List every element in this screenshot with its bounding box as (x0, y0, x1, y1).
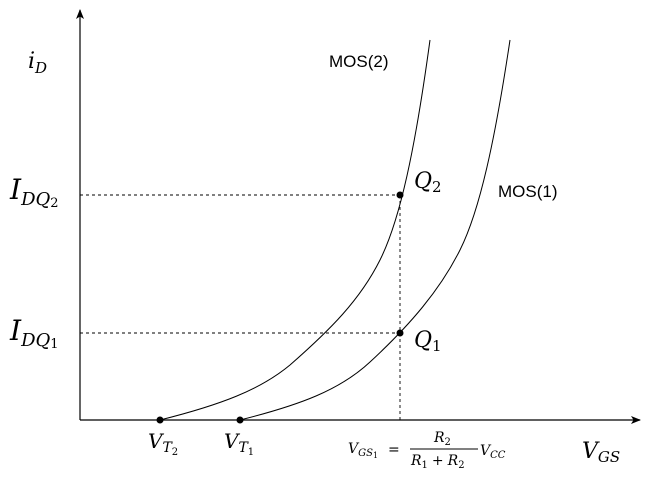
y-axis-label: iD (28, 49, 47, 77)
formula-lhs: VGS1 (348, 441, 378, 460)
mos2-label: MOS(2) (329, 52, 389, 71)
idq2-label: IDQ2 (9, 173, 59, 211)
formula-vcc: VCC (480, 443, 506, 461)
vt2-label: VT2 (148, 429, 178, 458)
mos2-curve (159, 39, 431, 421)
q1-label: Q1 (414, 328, 442, 355)
q1-point (396, 329, 404, 337)
x-axis-label: VGS (582, 439, 620, 466)
formula-equals: = (388, 442, 400, 458)
formula-numerator: R2 (433, 430, 451, 448)
q2-point (396, 191, 404, 199)
vgs1-formula: VGS1 = R2 R1 + R2 VCC (348, 430, 506, 471)
vt1-point (236, 416, 244, 424)
mos1-curve (239, 39, 511, 421)
q2-label: Q2 (414, 169, 442, 196)
mos1-label: MOS(1) (498, 182, 558, 201)
vt1-label: VT1 (224, 429, 254, 458)
formula-denominator: R1 + R2 (410, 453, 465, 471)
vt2-point (156, 416, 164, 424)
idq1-label: IDQ1 (9, 314, 59, 352)
